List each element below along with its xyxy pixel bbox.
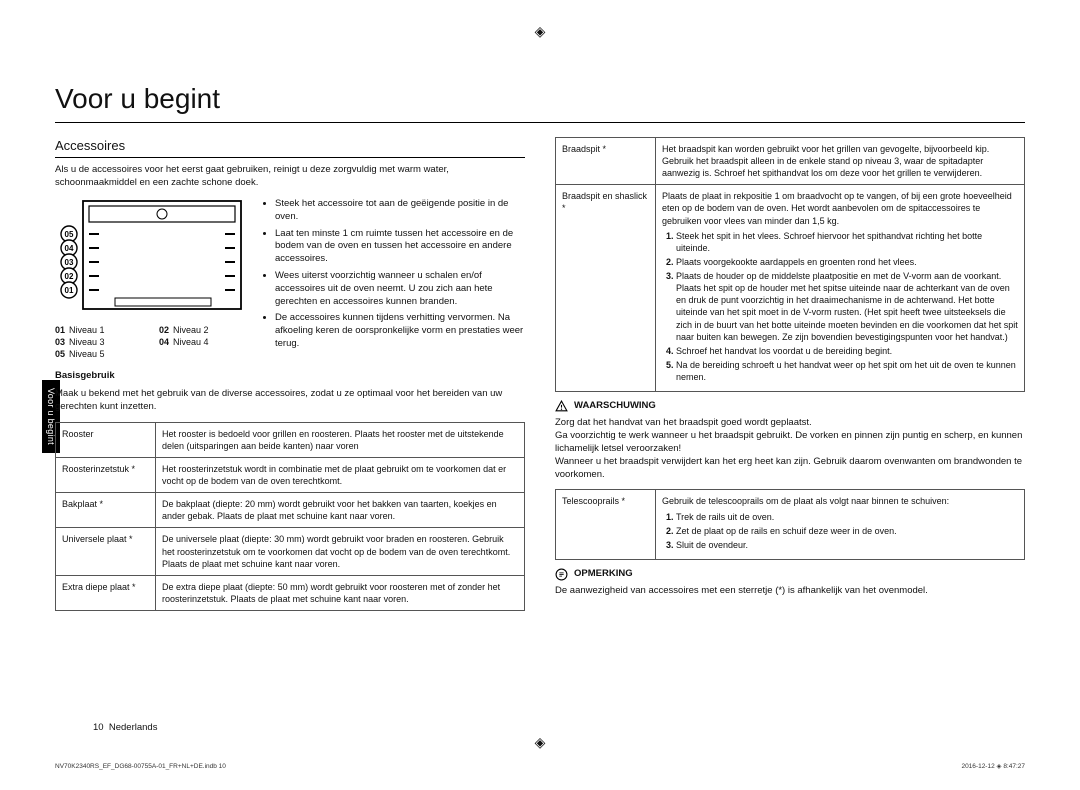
tele-intro: Gebruik de telescooprails om de plaat al… [662,496,949,506]
title-rule [55,122,1025,123]
page-number-lang: Nederlands [109,722,158,733]
oven-diagram-block: 05 04 03 02 01 01Niveau 1 02Niveau 2 03Niveau … [55,198,245,360]
page-number: 10 Nederlands [93,722,157,735]
legend-item: 02Niveau 2 [159,324,239,336]
note-label: OPMERKING [555,568,1025,581]
cell-name: Braadspit * [556,137,656,184]
cell-name: Bakplaat * [56,493,156,528]
braad-steps: Steek het spit in het vlees. Schroef hie… [662,230,1018,384]
warning-label: WAARSCHUWING [555,400,1025,413]
cell-name: Extra diepe plaat * [56,575,156,610]
right-column: Braadspit * Het braadspit kan worden geb… [555,137,1025,611]
svg-text:04: 04 [65,244,74,253]
page: Voor u begint Accessoires Als u de acces… [0,0,1080,641]
accessoires-intro: Als u de accessoires voor het eerst gaat… [55,164,525,190]
cell-desc: Het rooster is bedoeld voor grillen en r… [156,422,525,457]
legend-item: 03Niveau 3 [55,336,135,348]
table-row: Extra diepe plaat *De extra diepe plaat … [56,575,525,610]
braad-intro: Plaats de plaat in rekpositie 1 om braad… [662,191,1012,225]
table-row: Bakplaat *De bakplaat (diepte: 20 mm) wo… [56,493,525,528]
cell-desc: De bakplaat (diepte: 20 mm) wordt gebrui… [156,493,525,528]
tele-steps: Trek de rails uit de oven. Zet de plaat o… [662,511,1018,551]
table-row: Roosterinzetstuk *Het roosterinzetstuk w… [56,457,525,492]
cell-desc: De universele plaat (diepte: 30 mm) word… [156,528,525,575]
list-item: Trek de rails uit de oven. [676,511,1018,523]
two-column-layout: Accessoires Als u de accessoires voor he… [55,137,1025,611]
footer-left: NV70K2340RS_EF_DG68-00755A-01_FR+NL+DE.i… [55,763,226,772]
crop-mark-bottom: ◈ [535,733,546,752]
table-row: Telescooprails * Gebruik de telescooprai… [556,490,1025,560]
accessory-bullets: Steek het accessoire tot aan de geëigend… [263,198,525,360]
cell-desc: Het braadspit kan worden gebruikt voor h… [656,137,1025,184]
cell-desc: Het roosterinzetstuk wordt in combinatie… [156,457,525,492]
accessories-table: RoosterHet rooster is bedoeld voor grill… [55,422,525,612]
cell-desc: De extra diepe plaat (diepte: 50 mm) wor… [156,575,525,610]
footer-right: 2016-12-12 ◈ 8:47:27 [961,763,1025,772]
bullet-item: Steek het accessoire tot aan de geëigend… [275,198,525,224]
basisgebruik-heading: Basisgebruik [55,370,525,383]
warning-icon [555,400,568,413]
list-item: Plaats voorgekookte aardappels en groent… [676,256,1018,268]
cell-desc: Plaats de plaat in rekpositie 1 om braad… [656,185,1025,392]
warning-text: Zorg dat het handvat van het braadspit g… [555,417,1025,481]
note-label-text: OPMERKING [574,568,633,581]
svg-text:05: 05 [65,230,74,239]
level-legend: 01Niveau 1 02Niveau 2 03Niveau 3 04Niveau 4… [55,324,245,360]
left-column: Accessoires Als u de accessoires voor he… [55,137,525,611]
cell-name: Roosterinzetstuk * [56,457,156,492]
cell-name: Braadspit en shaslick * [556,185,656,392]
list-item: Zet de plaat op de rails en schuif deze … [676,525,1018,537]
cell-desc: Gebruik de telescooprails om de plaat al… [656,490,1025,560]
braadspit-table: Braadspit * Het braadspit kan worden geb… [555,137,1025,393]
note-text: De aanwezigheid van accessoires met een … [555,585,1025,598]
cell-name: Rooster [56,422,156,457]
cell-name: Telescooprails * [556,490,656,560]
bullet-item: Wees uiterst voorzichtig wanneer u schal… [275,270,525,308]
svg-text:02: 02 [65,272,74,281]
svg-text:01: 01 [65,286,74,295]
table-row: RoosterHet rooster is bedoeld voor grill… [56,422,525,457]
accessoires-heading: Accessoires [55,137,525,159]
list-item: Plaats de houder op de middelste plaatpo… [676,270,1018,343]
bullet-item: De accessoires kunnen tijdens verhitting… [275,312,525,350]
note-icon [555,568,568,581]
table-row: Braadspit en shaslick * Plaats de plaat … [556,185,1025,392]
legend-item: 04Niveau 4 [159,336,239,348]
cell-name: Universele plaat * [56,528,156,575]
basisgebruik-intro: Maak u bekend met het gebruik van de div… [55,388,525,414]
footer: NV70K2340RS_EF_DG68-00755A-01_FR+NL+DE.i… [55,763,1025,772]
diagram-row: 05 04 03 02 01 01Niveau 1 02Niveau 2 03Niveau … [55,198,525,360]
telescooprails-table: Telescooprails * Gebruik de telescooprai… [555,489,1025,560]
list-item: Sluit de ovendeur. [676,539,1018,551]
legend-item: 05Niveau 5 [55,348,135,360]
warning-label-text: WAARSCHUWING [574,400,656,413]
table-row: Braadspit * Het braadspit kan worden geb… [556,137,1025,184]
bullet-item: Laat ten minste 1 cm ruimte tussen het a… [275,228,525,266]
legend-item: 01Niveau 1 [55,324,135,336]
svg-text:03: 03 [65,258,74,267]
page-title: Voor u begint [55,80,1025,118]
list-item: Schroef het handvat los voordat u de ber… [676,345,1018,357]
page-number-value: 10 [93,722,104,733]
oven-diagram: 05 04 03 02 01 [55,198,245,313]
list-item: Steek het spit in het vlees. Schroef hie… [676,230,1018,254]
list-item: Na de bereiding schroeft u het handvat w… [676,359,1018,383]
table-row: Universele plaat *De universele plaat (d… [56,528,525,575]
